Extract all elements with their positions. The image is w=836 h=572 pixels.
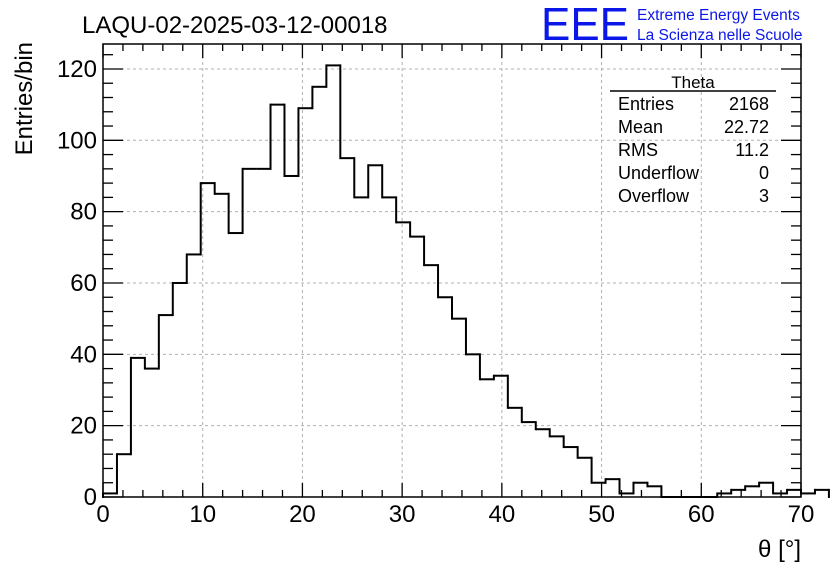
x-tick-label: 50 [588, 501, 615, 528]
y-tick-label: 100 [57, 127, 97, 154]
stats-label: RMS [618, 140, 658, 160]
x-tick-label: 0 [96, 501, 109, 528]
y-tick-label: 120 [57, 56, 97, 83]
x-tick-label: 40 [489, 501, 516, 528]
x-tick-label: 70 [788, 501, 815, 528]
stats-value: 22.72 [724, 117, 769, 137]
stats-label: Underflow [618, 163, 700, 183]
x-axis-label: θ [°] [758, 536, 801, 563]
grid-lines [103, 44, 801, 497]
stats-value: 0 [759, 163, 769, 183]
stats-value: 3 [759, 186, 769, 206]
stats-label: Mean [618, 117, 663, 137]
stats-value: 11.2 [735, 140, 769, 160]
logo-line-1: Extreme Energy Events [637, 7, 800, 24]
stats-box: Theta Entries 2168 Mean 22.72 RMS 11.2 Underfl… [610, 73, 776, 206]
stats-title: Theta [671, 73, 715, 92]
axis-ticks [102, 44, 802, 498]
chart-title: LAQU-02-2025-03-12-00018 [82, 12, 388, 39]
histogram-bins [102, 64, 830, 498]
logo-line-2: La Scienza nelle Scuole [637, 27, 802, 44]
eee-logo: EEE Extreme Energy Events La Scienza nel… [541, 0, 802, 50]
x-tick-label: 20 [289, 501, 316, 528]
plot-frame [102, 43, 802, 498]
x-tick-labels: 0 10 20 30 40 50 60 70 [96, 501, 814, 528]
stats-value: 2168 [729, 94, 769, 114]
y-axis-label: Entries/bin [11, 42, 38, 155]
y-tick-label: 0 [84, 484, 97, 511]
x-tick-label: 60 [688, 501, 715, 528]
y-tick-labels: 0 20 40 60 80 100 120 [57, 56, 97, 511]
y-tick-label: 20 [70, 413, 97, 440]
stats-label: Overflow [618, 186, 690, 206]
y-tick-label: 60 [70, 270, 97, 297]
stats-label: Entries [618, 94, 674, 114]
x-tick-label: 30 [389, 501, 416, 528]
logo-mark: EEE [541, 0, 629, 50]
y-tick-label: 80 [70, 199, 97, 226]
y-tick-label: 40 [70, 341, 97, 368]
x-tick-label: 10 [189, 501, 216, 528]
